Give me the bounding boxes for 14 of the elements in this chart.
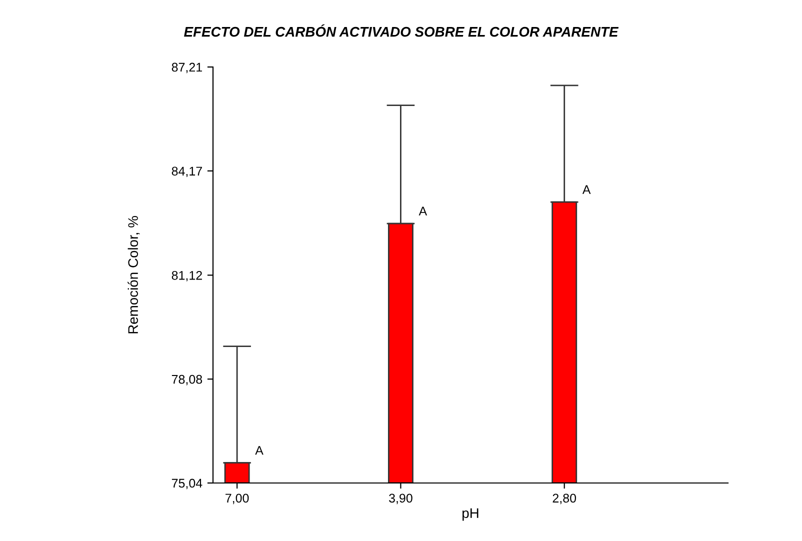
annotation: A [418,206,428,216]
x-tick-label: 7,00 [226,494,249,504]
y-tick-label: 78,08 [172,374,202,386]
annotation: A [255,446,264,455]
y-tick-label: 75,04 [172,478,202,490]
y-axis-title: Remoción Color, % [128,216,140,334]
x-tick-label: 2,80 [552,494,576,504]
y-tick-label: 84,17 [172,166,202,178]
y-tick-label: 81,12 [172,270,202,282]
chart-title: EFECTO DEL CARBÓN ACTIVADO SOBRE EL COLOR APARENTE [184,24,619,37]
x-tick-label: 3,90 [389,494,412,504]
x-axis-title: pH [462,508,478,521]
annotation: A [582,185,591,194]
y-tick-label: 87,21 [172,62,202,74]
